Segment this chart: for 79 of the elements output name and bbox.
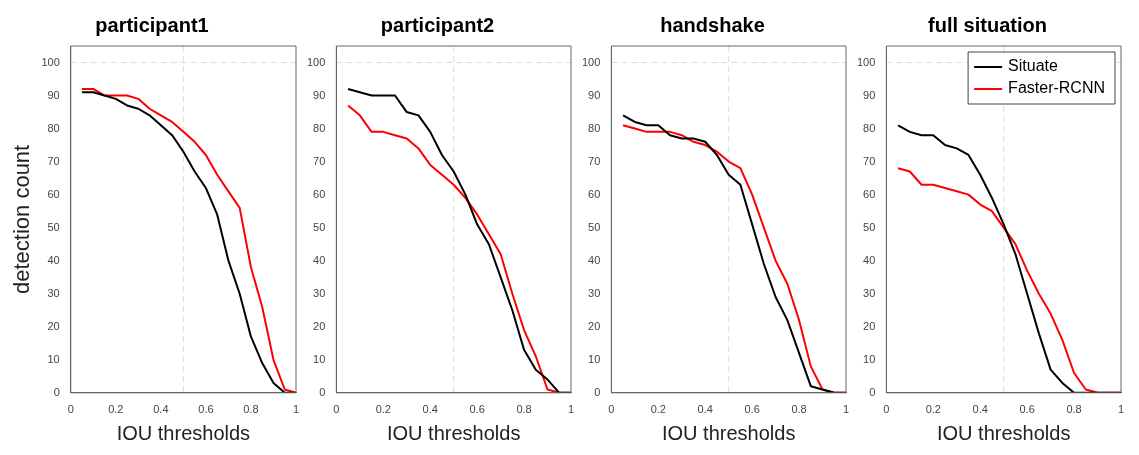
y-tick-label: 50: [863, 220, 876, 233]
y-tick-label: 60: [313, 187, 326, 200]
x-tick-label: 0.4: [697, 403, 713, 416]
x-tick-label: 0.6: [744, 403, 760, 416]
y-tick-label: 90: [863, 88, 876, 101]
x-tick-label: 0.4: [972, 403, 988, 416]
y-tick-label: 10: [863, 352, 876, 365]
legend-label: Situate: [1008, 57, 1059, 75]
y-tick-label: 0: [319, 385, 326, 398]
x-tick-label: 1: [842, 403, 850, 416]
y-tick-label: 60: [47, 187, 60, 200]
y-tick-label: 20: [47, 319, 60, 332]
x-tick-label: 0.6: [469, 403, 485, 416]
x-axis-title: IOU thresholds: [661, 421, 796, 444]
y-tick-label: 30: [313, 286, 326, 299]
x-tick-label: 0.8: [791, 403, 807, 416]
x-tick-label: 0: [883, 403, 890, 416]
y-tick-label: 30: [47, 286, 60, 299]
x-tick-label: 1: [1117, 403, 1125, 416]
x-tick-label: 0.8: [243, 403, 259, 416]
y-tick-label: 60: [863, 187, 876, 200]
legend-label: Faster-RCNN: [1008, 79, 1105, 97]
y-tick-label: 100: [581, 55, 601, 68]
y-tick-label: 30: [588, 286, 601, 299]
y-tick-label: 40: [47, 253, 60, 266]
y-tick-label: 20: [588, 319, 601, 332]
x-tick-label: 0: [333, 403, 340, 416]
y-axis-title: detection count: [9, 144, 35, 295]
y-tick-label: 10: [588, 352, 601, 365]
y-tick-label: 30: [863, 286, 876, 299]
y-tick-label: 70: [863, 154, 876, 167]
y-tick-label: 40: [863, 253, 876, 266]
y-tick-label: 100: [306, 55, 326, 68]
x-tick-label: 1: [567, 403, 575, 416]
x-axis-title: IOU thresholds: [386, 421, 521, 444]
y-tick-label: 100: [856, 55, 876, 68]
y-tick-label: 40: [313, 253, 326, 266]
y-tick-label: 80: [863, 121, 876, 134]
x-tick-label: 0.2: [650, 403, 666, 416]
x-axis-title: IOU thresholds: [936, 421, 1071, 444]
x-axis-title: IOU thresholds: [116, 421, 251, 444]
y-tick-label: 20: [313, 319, 326, 332]
x-tick-label: 0.6: [198, 403, 214, 416]
y-tick-label: 80: [47, 121, 60, 134]
y-tick-label: 50: [47, 220, 60, 233]
y-tick-label: 100: [41, 55, 60, 68]
chart-title: participant1: [95, 13, 209, 36]
x-tick-label: 0.4: [153, 403, 169, 416]
x-tick-label: 0: [67, 403, 74, 416]
y-tick-label: 70: [588, 154, 601, 167]
y-tick-label: 90: [313, 88, 326, 101]
y-tick-label: 0: [53, 385, 60, 398]
y-tick-label: 40: [588, 253, 601, 266]
y-tick-label: 70: [313, 154, 326, 167]
y-tick-label: 0: [869, 385, 876, 398]
y-tick-label: 50: [588, 220, 601, 233]
x-tick-label: 0.4: [422, 403, 438, 416]
x-tick-label: 0.8: [1066, 403, 1082, 416]
x-tick-label: 1: [292, 403, 300, 416]
x-tick-label: 0.6: [1019, 403, 1035, 416]
y-tick-label: 90: [588, 88, 601, 101]
y-tick-label: 80: [588, 121, 601, 134]
y-tick-label: 10: [47, 352, 60, 365]
y-tick-label: 20: [863, 319, 876, 332]
y-tick-label: 80: [313, 121, 326, 134]
x-tick-label: 0.2: [925, 403, 941, 416]
chart-title: full situation: [928, 13, 1047, 36]
y-tick-label: 70: [47, 154, 60, 167]
y-tick-label: 0: [594, 385, 601, 398]
y-tick-label: 60: [588, 187, 601, 200]
chart-title: participant2: [380, 13, 495, 36]
x-tick-label: 0.2: [375, 403, 391, 416]
y-tick-label: 10: [313, 352, 326, 365]
x-tick-label: 0: [608, 403, 615, 416]
x-tick-label: 0.8: [516, 403, 532, 416]
x-tick-label: 0.2: [108, 403, 124, 416]
y-tick-label: 50: [313, 220, 326, 233]
chart-title: handshake: [660, 13, 765, 36]
y-tick-label: 90: [47, 88, 60, 101]
